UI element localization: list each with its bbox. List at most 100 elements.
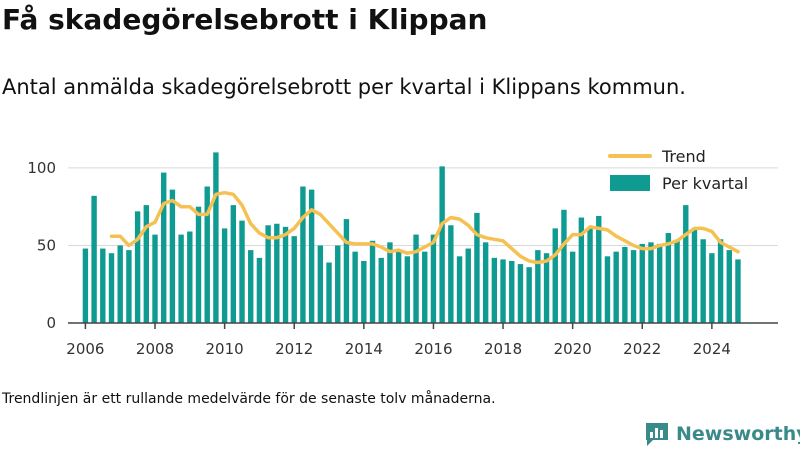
- bar: [526, 267, 532, 323]
- trend-line: [109, 190, 740, 265]
- x-tick-label: 2018: [484, 340, 522, 358]
- bar: [335, 245, 341, 323]
- brand-logo: Newsworthy: [644, 419, 800, 449]
- bar: [300, 186, 306, 323]
- bar: [717, 239, 724, 323]
- y-tick-label: 100: [27, 159, 56, 177]
- bar: [422, 251, 428, 323]
- bar: [482, 242, 489, 323]
- brand-name: Newsworthy: [676, 423, 800, 445]
- bar: [674, 240, 680, 323]
- bar: [656, 243, 663, 323]
- bar: [456, 256, 463, 323]
- bar: [213, 152, 219, 323]
- bar: [465, 248, 471, 323]
- bar: [604, 256, 611, 323]
- bar: [152, 234, 158, 323]
- bar: [326, 262, 332, 323]
- bar: [561, 209, 567, 323]
- bar: [578, 217, 585, 323]
- bar: [622, 247, 628, 323]
- x-tick-label: 2008: [136, 340, 174, 358]
- x-tick-label: 2006: [66, 340, 104, 358]
- bar: [378, 257, 384, 323]
- bar: [117, 245, 123, 323]
- bar: [552, 228, 558, 323]
- bar: [82, 248, 89, 323]
- bar: [317, 245, 324, 323]
- bar: [308, 189, 315, 323]
- bar: [630, 250, 637, 323]
- bar: [683, 205, 689, 323]
- bar: [239, 220, 245, 323]
- bar: [291, 236, 297, 323]
- bar: [535, 250, 541, 323]
- legend-bars-label: Per kvartal: [662, 174, 748, 193]
- bar: [256, 257, 263, 323]
- bar: [700, 239, 706, 323]
- bar: [648, 242, 654, 323]
- bar: [195, 206, 202, 323]
- chart-title: Få skadegörelsebrott i Klippan: [2, 3, 488, 36]
- bar: [352, 251, 358, 323]
- bar-chart-speech-bubble-icon: [646, 423, 668, 446]
- bar: [569, 251, 576, 323]
- footnote: Trendlinjen är ett rullande medelvärde f…: [2, 391, 496, 407]
- bar: [161, 172, 167, 323]
- bar: [230, 205, 237, 323]
- bar: [108, 253, 115, 323]
- x-tick-label: 2020: [554, 340, 592, 358]
- bar: [343, 219, 350, 323]
- bar: [361, 260, 367, 323]
- bar: [639, 243, 645, 323]
- bar: [613, 251, 619, 323]
- legend-bars-swatch: [610, 175, 650, 191]
- y-tick-label: 50: [37, 236, 56, 254]
- x-tick-label: 2010: [206, 340, 244, 358]
- x-tick-label: 2012: [275, 340, 313, 358]
- bar: [369, 240, 376, 323]
- x-tick-label: 2016: [414, 340, 452, 358]
- bar: [448, 225, 454, 323]
- y-tick-label: 0: [46, 314, 56, 332]
- bar: [126, 250, 132, 323]
- bar: [143, 205, 150, 323]
- bar: [665, 233, 672, 323]
- x-tick-label: 2024: [693, 340, 731, 358]
- bar: [691, 228, 698, 323]
- bar: [282, 226, 289, 323]
- bar: [596, 215, 602, 323]
- bar: [430, 234, 437, 323]
- bar: [221, 228, 228, 323]
- bar: [265, 225, 271, 323]
- bar: [187, 231, 193, 323]
- bar: [509, 260, 515, 323]
- bar: [587, 228, 593, 323]
- bar: [491, 257, 498, 323]
- chart: 0 50 100 2006 2008 2010 2012 2014 2016 2018 2020 20…: [27, 147, 778, 358]
- bar: [735, 259, 741, 323]
- bar: [395, 251, 402, 323]
- bar: [100, 248, 106, 323]
- bar: [726, 250, 732, 323]
- bar: [274, 223, 280, 323]
- bar: [517, 264, 524, 323]
- bar: [134, 211, 141, 323]
- bar: [178, 234, 184, 323]
- bar: [404, 256, 411, 323]
- bar: [543, 253, 550, 323]
- bar: [387, 242, 393, 323]
- bar: [248, 250, 254, 323]
- bar: [439, 166, 445, 323]
- bar: [204, 186, 210, 323]
- x-tick-label: 2022: [623, 340, 661, 358]
- x-tick-label: 2014: [345, 340, 383, 358]
- bar: [413, 234, 419, 323]
- bar: [709, 253, 715, 323]
- bar: [474, 212, 480, 323]
- bar: [169, 189, 176, 323]
- chart-subtitle: Antal anmälda skadegörelsebrott per kvar…: [2, 75, 686, 99]
- bar: [91, 195, 97, 323]
- bar: [500, 259, 506, 323]
- legend-trend-label: Trend: [661, 147, 706, 166]
